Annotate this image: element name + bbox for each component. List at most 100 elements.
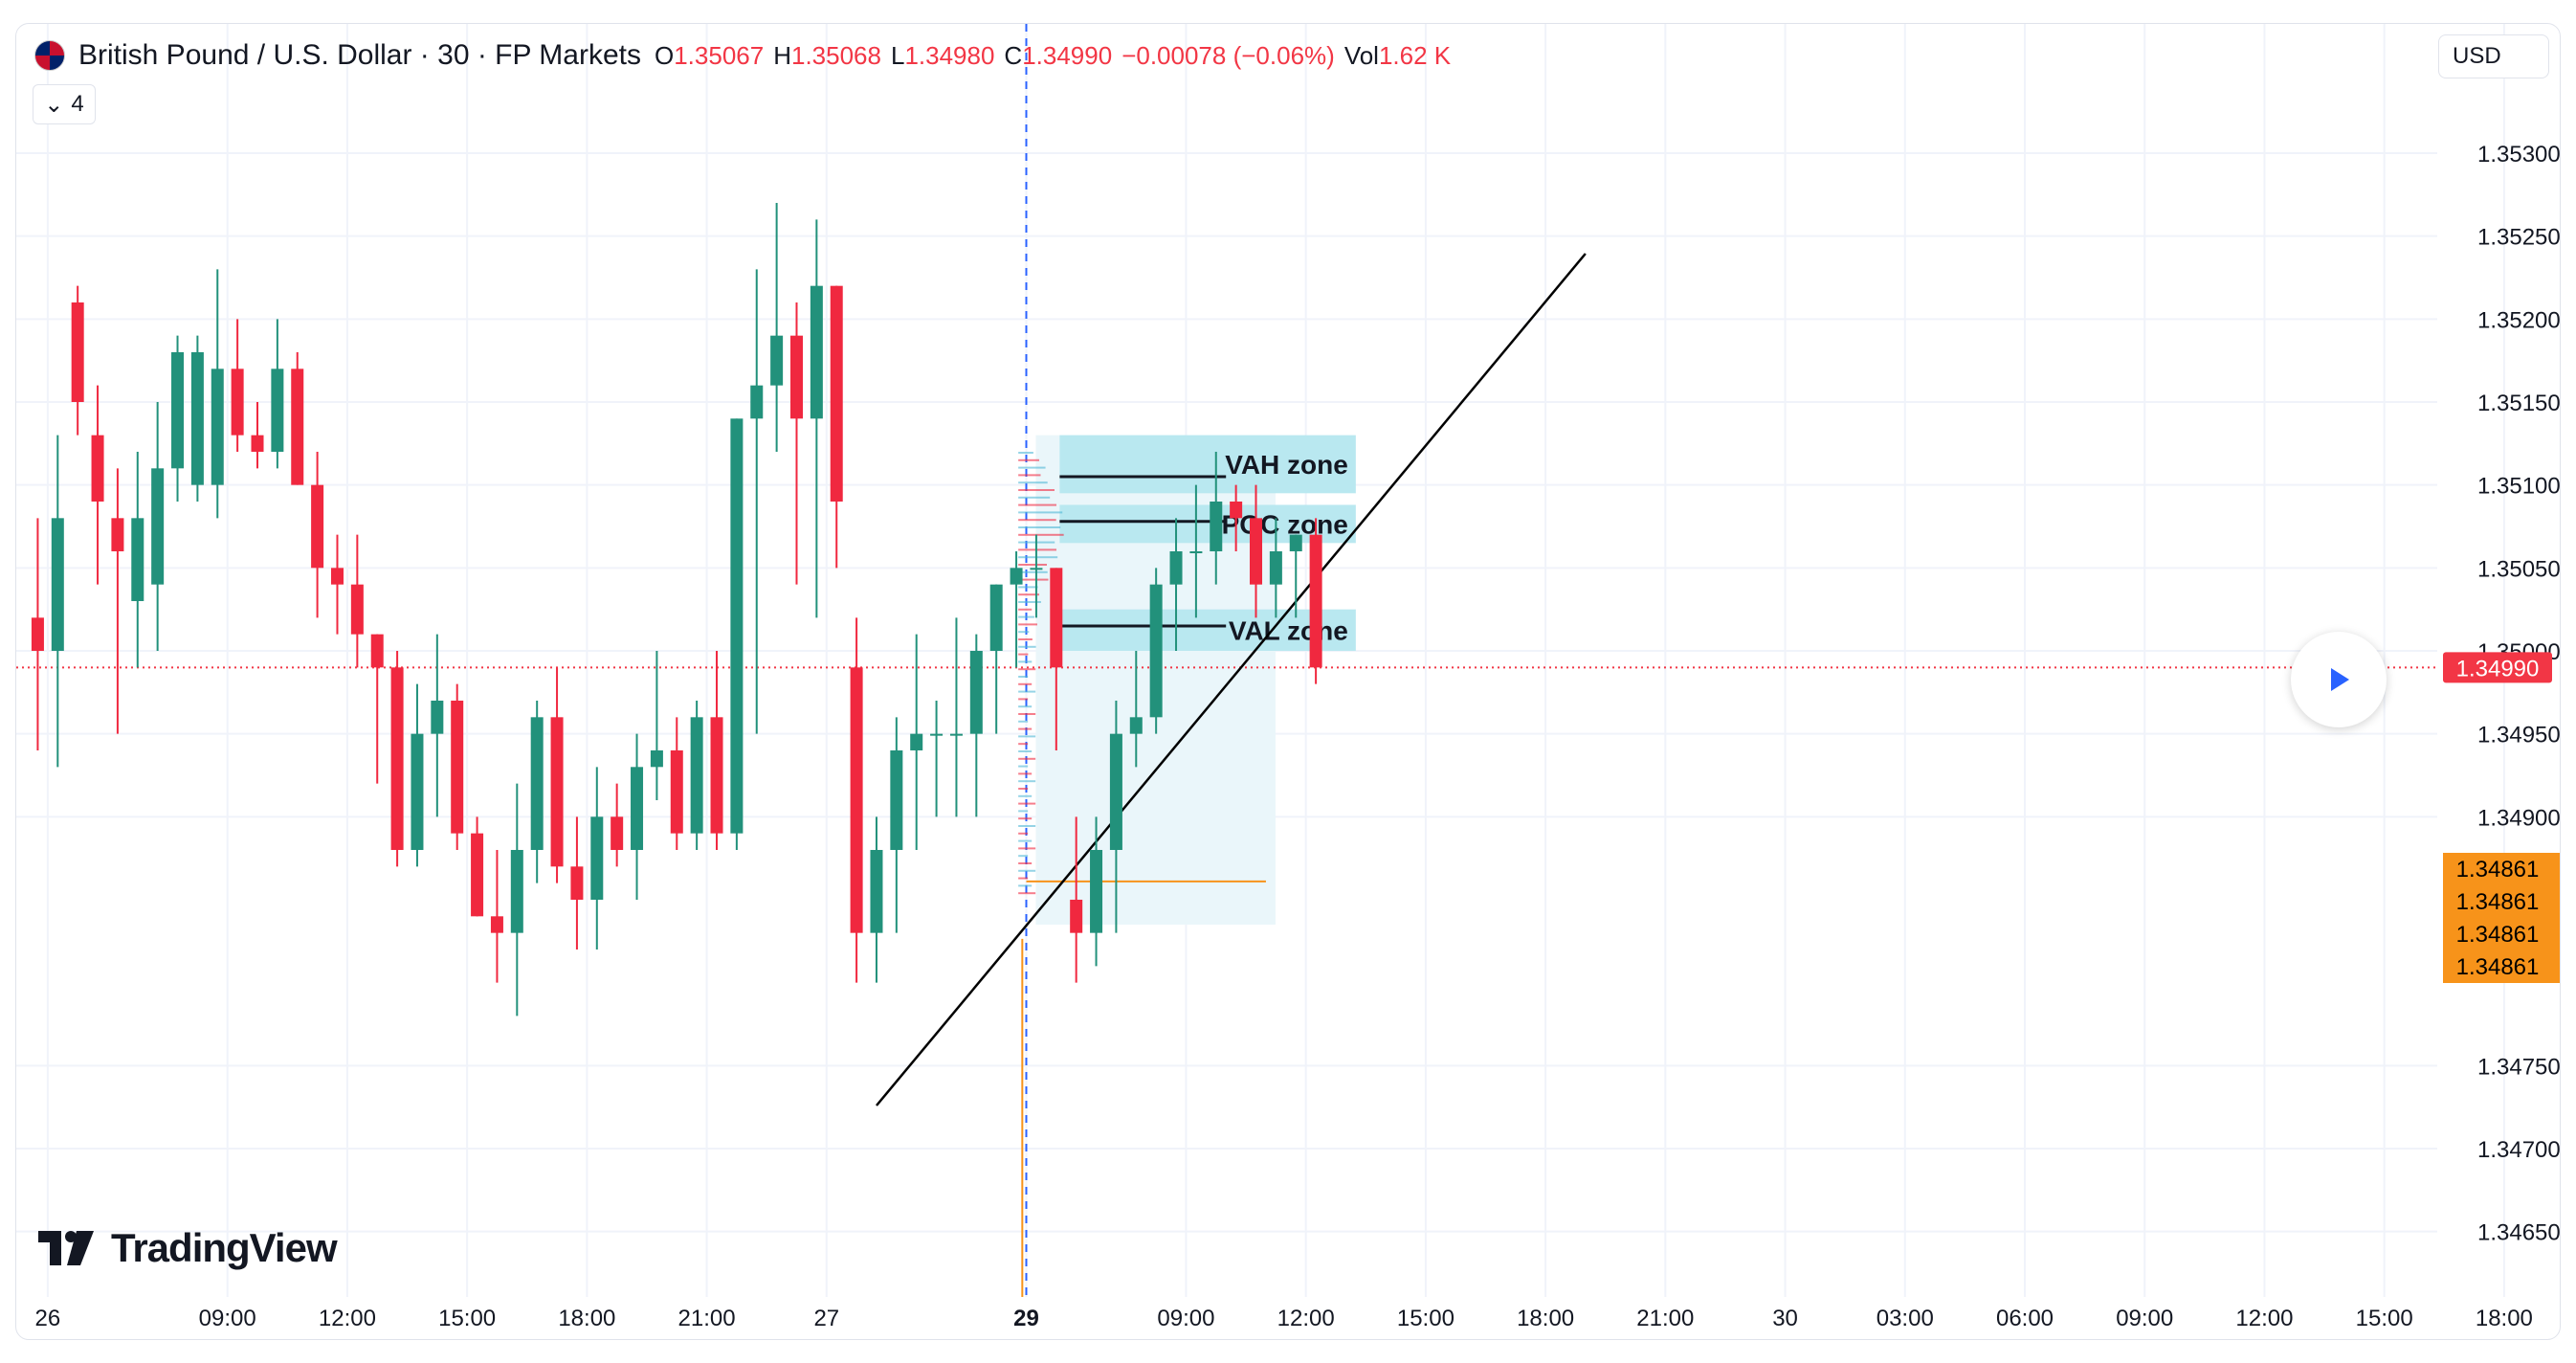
volume-profile-bar <box>1018 608 1033 611</box>
time-axis-label: 09:00 <box>2116 1306 2173 1331</box>
low-label: L <box>890 40 905 70</box>
candle-body <box>91 435 104 502</box>
symbol-title[interactable]: British Pound / U.S. Dollar · 30 · FP Ma… <box>78 39 641 71</box>
time-axis-label: 29 <box>1013 1306 1039 1331</box>
current-price-badge <box>2443 652 2552 683</box>
candle-body <box>530 717 544 850</box>
symbol-legend: British Pound / U.S. Dollar · 30 · FP Ma… <box>34 34 1451 77</box>
price-axis-label: 1.34900 <box>2477 805 2561 831</box>
volume-profile-bar <box>1018 839 1033 842</box>
volume-profile-bar <box>1018 496 1051 499</box>
time-axis-label: 21:00 <box>1636 1306 1694 1331</box>
candle-body <box>151 468 165 585</box>
volume-profile-bar <box>1018 780 1036 783</box>
volume-profile-bar <box>1018 653 1029 656</box>
candle-body <box>431 700 444 734</box>
candle-body <box>611 816 624 850</box>
time-axis-label: 12:00 <box>1277 1306 1335 1331</box>
candle-body <box>171 351 185 469</box>
indicator-count: 4 <box>71 91 84 117</box>
price-axis-label: 1.34950 <box>2477 723 2561 749</box>
candle-body <box>989 584 1003 651</box>
volume-profile-bar <box>1018 637 1033 640</box>
price-axis-label: 1.35200 <box>2477 307 2561 333</box>
candle-body <box>670 749 683 834</box>
candle-body <box>350 584 364 635</box>
change-value: −0.00078 (−0.06%) <box>1121 40 1335 70</box>
volume-profile-bar <box>1018 451 1033 454</box>
chart-frame: VAH zone POC zone VAL zone 1.35300 1.35250 1.… <box>15 23 2561 1340</box>
candle-body <box>490 916 503 933</box>
volume-profile-bar <box>1018 586 1038 589</box>
candle-body <box>590 816 604 900</box>
time-axis-label: 15:00 <box>2356 1306 2413 1331</box>
candle-body <box>1169 550 1183 585</box>
volume-profile-bar <box>1018 772 1033 775</box>
volume-profile-bar <box>1018 600 1041 603</box>
volume-profile-bar <box>1018 794 1033 797</box>
volume-value: 1.62 K <box>1378 40 1452 70</box>
volume-profile-bar <box>1018 832 1029 835</box>
volume-profile-bar <box>1018 511 1063 514</box>
volume-profile-bar <box>1018 855 1029 858</box>
candle-body <box>1149 584 1163 718</box>
candle-body <box>830 285 843 502</box>
high-label: H <box>773 40 791 70</box>
time-axis-label: 15:00 <box>438 1306 496 1331</box>
candle-body <box>1010 568 1023 585</box>
volume-profile-bar <box>1018 861 1033 864</box>
time-axis-label: 09:00 <box>199 1306 256 1331</box>
tradingview-logo[interactable]: TradingView <box>38 1225 338 1271</box>
candle-body <box>71 302 84 402</box>
candle-body <box>890 749 903 850</box>
currency-button[interactable]: USD <box>2438 34 2549 78</box>
price-axis-label: 1.35150 <box>2477 391 2561 416</box>
volume-profile-bar <box>1018 765 1029 768</box>
candle-body <box>1230 501 1243 519</box>
time-axis-label: 30 <box>1772 1306 1798 1331</box>
volume-profile-bar <box>1018 556 1058 559</box>
price-axis-label: 1.35050 <box>2477 556 2561 582</box>
low-value: 1.34980 <box>904 40 995 70</box>
candle-body <box>1250 518 1263 585</box>
candle-body <box>131 518 144 601</box>
candle-body <box>750 385 764 419</box>
candle-body <box>1210 501 1223 551</box>
indicators-collapse-button[interactable]: ⌄ 4 <box>33 84 96 124</box>
replay-play-button[interactable] <box>2291 632 2387 727</box>
volume-profile-bar <box>1018 570 1048 573</box>
volume-profile-bar <box>1018 712 1036 715</box>
volume-profile-bar <box>1018 593 1040 596</box>
zone-band <box>1059 504 1356 544</box>
candle-body <box>411 733 424 850</box>
volume-profile-bar <box>1018 645 1036 648</box>
volume-profile-bar <box>1018 503 1057 506</box>
candle-body <box>1030 568 1043 570</box>
orange-price-label: 1.34861 <box>2456 889 2540 915</box>
candle-body <box>251 435 264 452</box>
time-axis-label: 12:00 <box>319 1306 376 1331</box>
price-chart[interactable]: VAH zone POC zone VAL zone 1.35300 1.35250 1.… <box>16 24 2561 1340</box>
volume-profile-bar <box>1018 690 1036 693</box>
candle-body <box>51 518 64 651</box>
volume-profile-bar <box>1018 810 1029 813</box>
orange-price-badge <box>2443 885 2560 918</box>
candle-body <box>390 667 404 850</box>
volume-profile-bar <box>1018 698 1029 701</box>
volume-profile-bar <box>1018 847 1036 850</box>
candle-body <box>631 767 644 850</box>
volume-profile-bar <box>1018 474 1041 477</box>
candle-body <box>789 335 803 419</box>
tradingview-logo-icon <box>38 1231 94 1265</box>
volume-profile-bar <box>1018 749 1033 752</box>
candle-body <box>1090 849 1103 933</box>
volume-profile-bar <box>1018 519 1056 522</box>
candle-body <box>949 733 963 736</box>
candle-body <box>370 634 384 668</box>
zone-band <box>1059 435 1356 494</box>
candle-body <box>510 849 523 933</box>
close-label: C <box>1004 40 1023 70</box>
volume-profile-bar <box>1018 877 1029 880</box>
candle-body <box>31 617 44 651</box>
volume-profile-bar <box>1018 525 1061 528</box>
